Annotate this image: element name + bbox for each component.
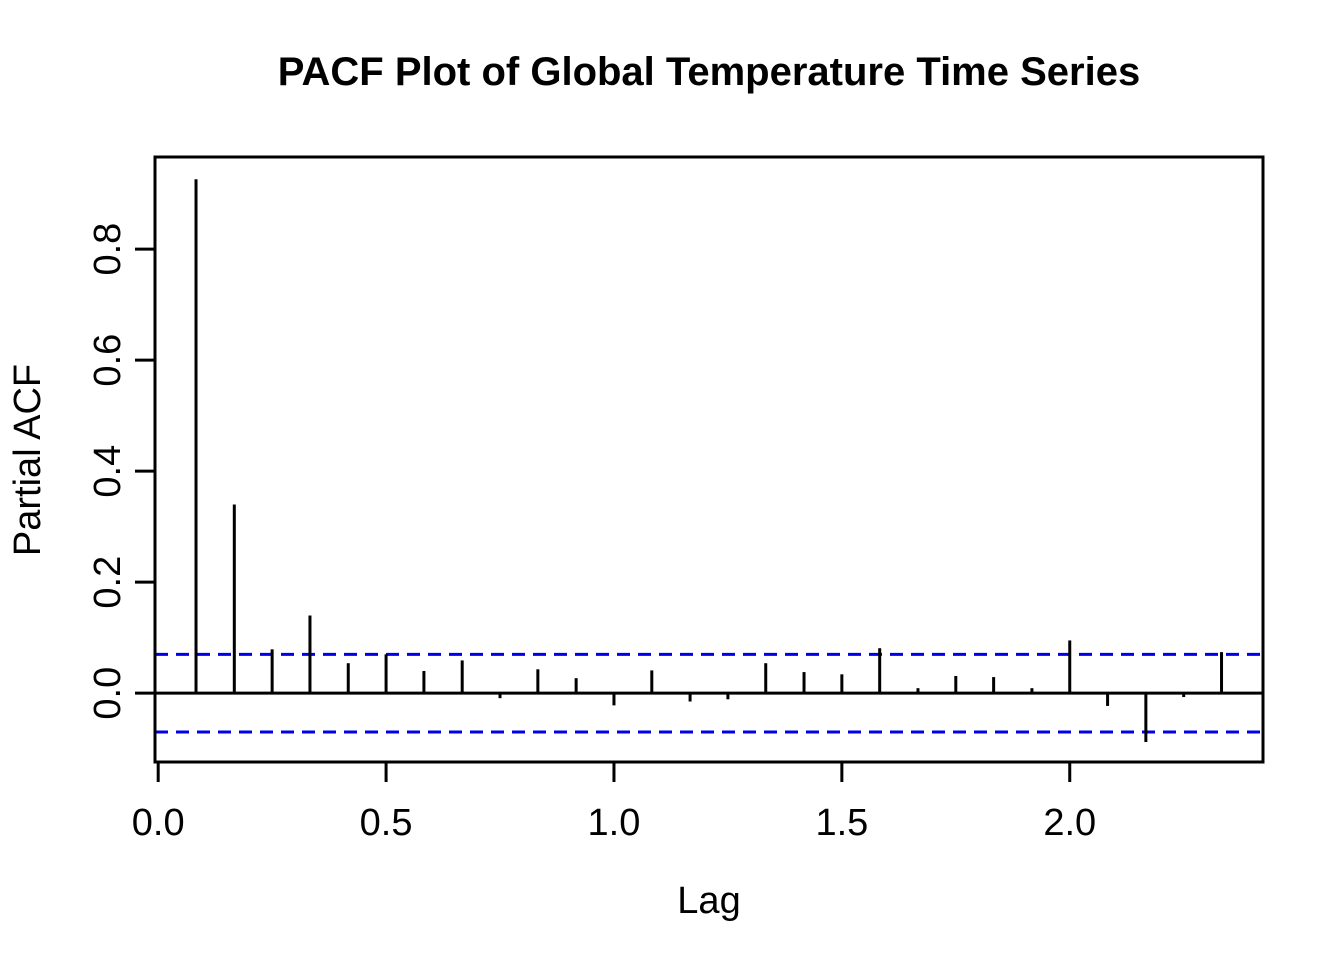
y-axis-ticks: 0.0 0.2 0.4 0.6 0.8 (87, 223, 155, 720)
y-tick-label-0.4: 0.4 (87, 445, 129, 498)
confidence-interval-lines (155, 652, 1263, 734)
x-tick-label-2.0: 2.0 (1043, 802, 1096, 844)
x-axis-label: Lag (677, 880, 740, 922)
y-tick-label-0.6: 0.6 (87, 334, 129, 387)
y-axis-label: Partial ACF (7, 364, 49, 556)
x-axis-ticks: 0.0 0.5 1.0 1.5 2.0 (132, 762, 1096, 844)
plot-box-group (153, 155, 1265, 764)
plot-box (153, 155, 1265, 764)
x-tick-label-1.0: 1.0 (588, 802, 641, 844)
y-tick-label-0.0: 0.0 (87, 667, 129, 720)
x-tick-label-0.5: 0.5 (360, 802, 413, 844)
x-tick-label-0.0: 0.0 (132, 802, 185, 844)
x-tick-label-1.5: 1.5 (815, 802, 868, 844)
y-tick-label-0.2: 0.2 (87, 556, 129, 609)
chart-title: PACF Plot of Global Temperature Time Ser… (278, 50, 1140, 94)
pacf-bars (194, 179, 1224, 743)
y-tick-label-0.8: 0.8 (87, 223, 129, 276)
